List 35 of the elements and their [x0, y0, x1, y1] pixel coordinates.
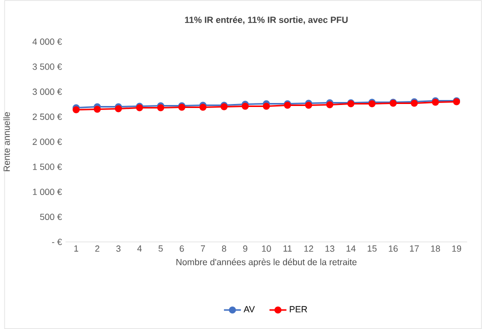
legend-label: PER	[290, 306, 308, 312]
x-tick-label: 18	[431, 245, 440, 252]
x-tick-label: 1	[74, 245, 78, 252]
y-tick-label: 500 €	[40, 214, 62, 220]
x-tick-label: 3	[116, 245, 120, 252]
point	[262, 102, 270, 110]
x-axis-title: Nombre d'années après le début de la retraite	[176, 258, 357, 267]
y-tick-label: 1 000 €	[32, 188, 62, 195]
chart-title: 11% IR entrée, 11% IR sortie, avec PFU	[185, 16, 348, 24]
y-tick-label: 2 000 €	[32, 138, 62, 145]
y-tick-label: 3 000 €	[32, 88, 62, 95]
y-tick-label: 1 500 €	[32, 164, 62, 170]
x-tick-label: 19	[452, 245, 462, 252]
y-tick-label: 4 000 €	[32, 38, 62, 45]
x-tick-label: 16	[388, 245, 398, 252]
x-tick-label: 9	[243, 245, 248, 252]
x-tick-label: 2	[95, 245, 100, 252]
x-tick-label: 8	[222, 245, 226, 252]
x-tick-label: 12	[304, 245, 314, 252]
y-tick-label: 2 500 €	[32, 114, 62, 120]
y-axis-title: Rente annuelle	[3, 112, 10, 171]
x-tick-label: 14	[346, 245, 356, 252]
x-tick-label: 10	[262, 245, 271, 252]
x-tick-label: 5	[158, 245, 163, 252]
x-tick-label: 15	[368, 245, 377, 252]
x-tick-label: 17	[410, 245, 419, 252]
x-tick-label: 11	[284, 245, 292, 252]
x-tick-label: 7	[200, 245, 205, 252]
point	[94, 106, 101, 113]
x-tick-label: 4	[137, 245, 142, 252]
y-tick-label: 3 500 €	[32, 63, 62, 70]
x-tick-label: 6	[180, 245, 184, 252]
legend-label: AV	[244, 306, 255, 312]
x-tick-label: 13	[325, 245, 334, 252]
y-tick-label: - €	[52, 238, 62, 246]
